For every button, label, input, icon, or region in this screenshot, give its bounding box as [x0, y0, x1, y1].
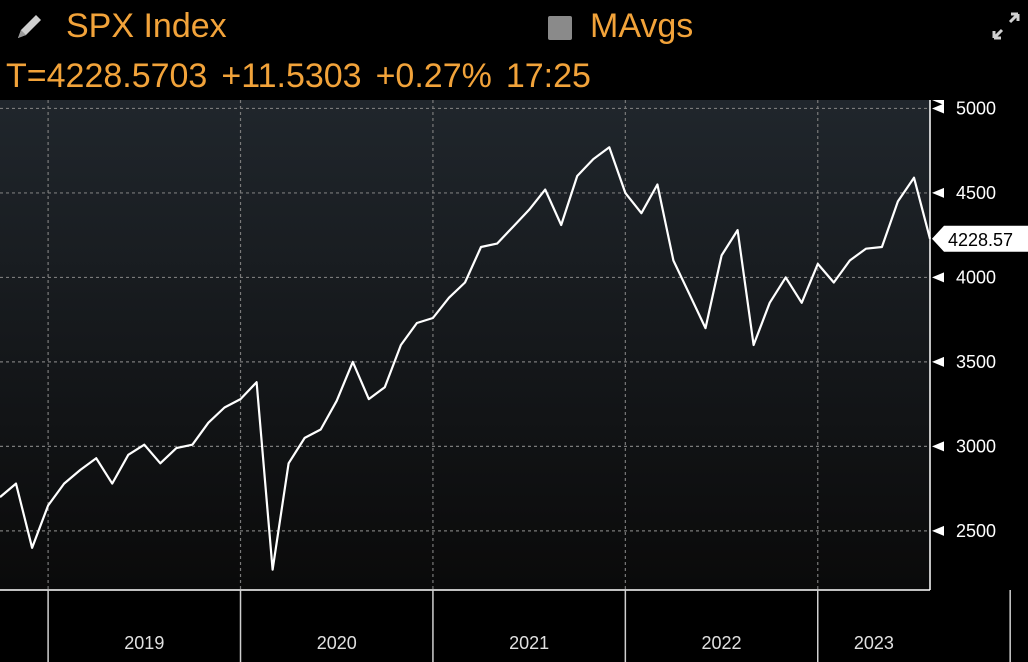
- y-tick-marker: [932, 441, 944, 452]
- y-tick-label: 2500: [956, 521, 996, 541]
- y-tick-label: 4500: [956, 183, 996, 203]
- x-tick-label: 2022: [702, 633, 742, 653]
- x-tick-label: 2019: [124, 633, 164, 653]
- x-axis-band: [0, 590, 930, 662]
- y-tick-marker: [932, 272, 944, 283]
- security-title[interactable]: SPX Index: [66, 7, 227, 45]
- mavgs-label[interactable]: MAvgs: [590, 7, 694, 45]
- net-change: +11.5303: [221, 57, 362, 95]
- y-tick-marker: [932, 187, 944, 198]
- mavgs-checkbox[interactable]: [548, 16, 572, 40]
- price-chart[interactable]: 2500 3000 3500 4000 4500 5000 2019 2020 2021 202…: [0, 100, 1028, 662]
- last-value-marker: 4228.57: [932, 225, 1028, 252]
- y-axis-top-marker: [932, 100, 944, 105]
- chart-header: SPX Index MAvgs T=4228.5703 +11.5303 +0.27…: [0, 0, 1028, 100]
- x-tick-label: 2023: [854, 633, 894, 653]
- y-tick-marker: [932, 525, 944, 536]
- pencil-icon[interactable]: [12, 10, 46, 44]
- last-value-label: 4228.57: [948, 230, 1013, 250]
- x-tick-label: 2020: [317, 633, 357, 653]
- quote-line: T=4228.5703 +11.5303 +0.27% 17:25: [6, 56, 591, 96]
- x-axis: 2019 2020 2021 2022 2023: [0, 589, 1011, 662]
- y-tick-label: 5000: [956, 100, 996, 118]
- series-layer: [0, 146, 932, 571]
- y-axis: 2500 3000 3500 4000 4500 5000: [929, 100, 996, 590]
- y-tick-label: 3500: [956, 352, 996, 372]
- y-tick-marker: [932, 356, 944, 367]
- y-tick-label: 4000: [956, 267, 996, 287]
- y-tick-marker: [932, 103, 944, 114]
- plot-area: [0, 100, 930, 590]
- expand-icon[interactable]: [990, 10, 1022, 42]
- x-tick-label: 2021: [509, 633, 549, 653]
- y-tick-label: 3000: [956, 436, 996, 456]
- quote-time: 17:25: [505, 57, 591, 95]
- last-value-box: [932, 225, 1028, 252]
- last-price: T=4228.5703: [6, 57, 208, 95]
- percent-change: +0.27%: [375, 57, 492, 95]
- grid: [0, 100, 930, 590]
